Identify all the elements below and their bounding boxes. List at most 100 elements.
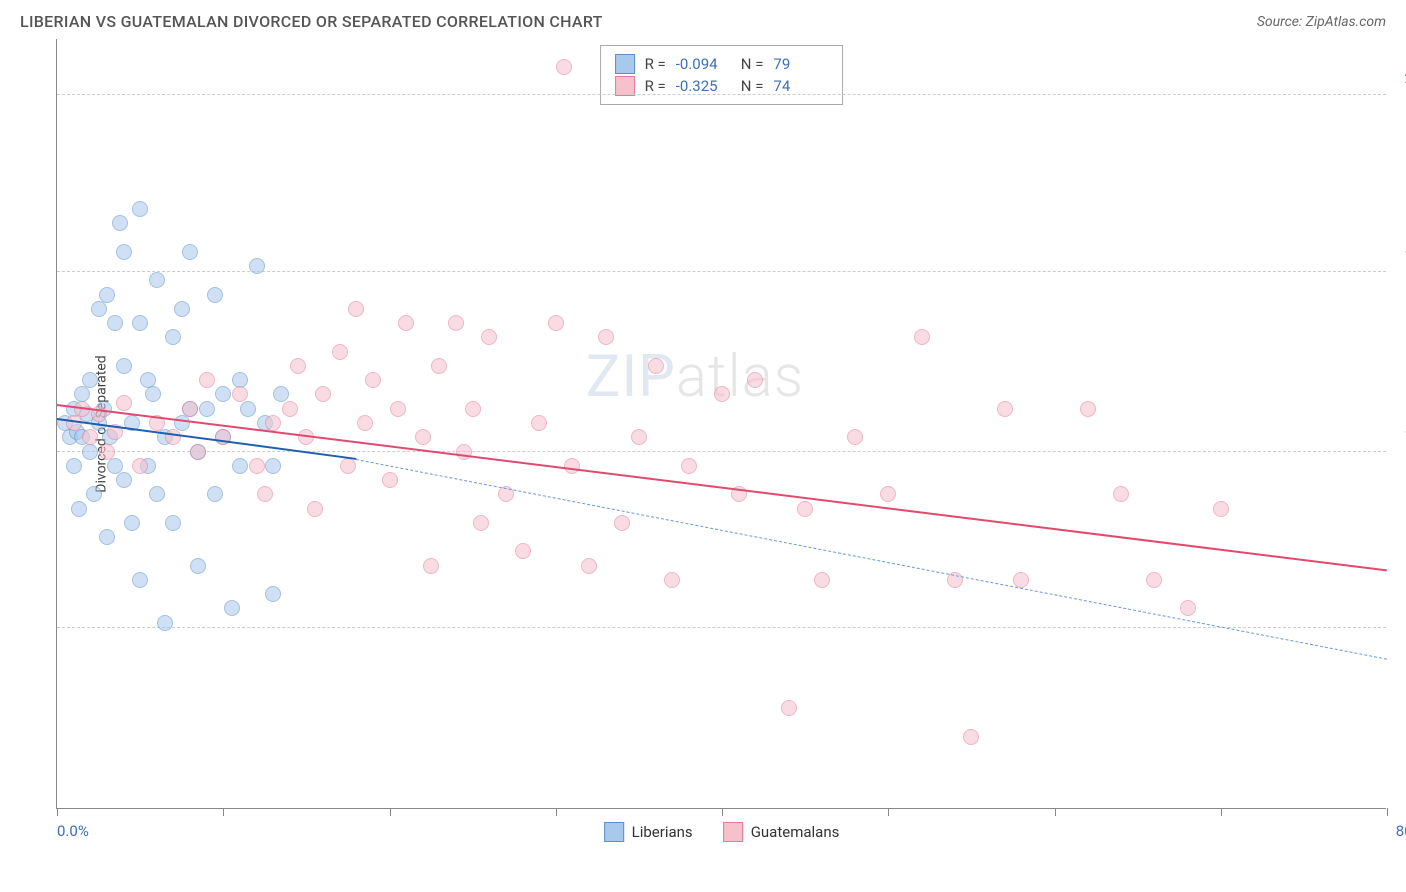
data-point — [880, 486, 896, 502]
data-point — [548, 315, 564, 331]
legend-item: Guatemalans — [723, 822, 840, 842]
data-point — [149, 272, 165, 288]
data-point — [357, 415, 373, 431]
data-point — [116, 358, 132, 374]
data-point — [107, 315, 123, 331]
r-value: -0.325 — [676, 77, 731, 95]
data-point — [99, 444, 115, 460]
data-point — [66, 458, 82, 474]
data-point — [631, 429, 647, 445]
legend-swatch — [604, 822, 624, 842]
data-point — [116, 244, 132, 260]
n-label: N = — [741, 55, 764, 73]
data-point — [814, 572, 830, 588]
series-swatch — [615, 54, 635, 74]
data-point — [82, 429, 98, 445]
data-point — [165, 515, 181, 531]
x-axis-max-label: 80.0% — [1396, 822, 1406, 840]
data-point — [190, 558, 206, 574]
data-point — [157, 615, 173, 631]
data-point — [431, 358, 447, 374]
data-point — [145, 386, 161, 402]
gridline — [57, 451, 1386, 452]
data-point — [124, 515, 140, 531]
data-point — [315, 386, 331, 402]
data-point — [963, 729, 979, 745]
data-point — [481, 329, 497, 345]
source-attribution: Source: ZipAtlas.com — [1257, 14, 1386, 30]
data-point — [997, 401, 1013, 417]
data-point — [165, 429, 181, 445]
data-point — [224, 600, 240, 616]
legend-item: Liberians — [604, 822, 693, 842]
data-point — [332, 344, 348, 360]
x-tick — [1055, 808, 1056, 816]
data-point — [232, 458, 248, 474]
data-point — [99, 287, 115, 303]
data-point — [914, 329, 930, 345]
data-point — [82, 372, 98, 388]
data-point — [282, 401, 298, 417]
chart-title: LIBERIAN VS GUATEMALAN DIVORCED OR SEPAR… — [20, 12, 603, 31]
legend-label: Guatemalans — [751, 823, 840, 841]
data-point — [448, 315, 464, 331]
data-point — [681, 458, 697, 474]
data-point — [99, 529, 115, 545]
legend-label: Liberians — [632, 823, 693, 841]
r-label: R = — [645, 77, 666, 95]
data-point — [1180, 600, 1196, 616]
data-point — [398, 315, 414, 331]
series-swatch — [615, 76, 635, 96]
trend-line — [356, 459, 1387, 660]
data-point — [465, 401, 481, 417]
data-point — [365, 372, 381, 388]
data-point — [1146, 572, 1162, 588]
data-point — [165, 329, 181, 345]
data-point — [781, 700, 797, 716]
data-point — [556, 59, 572, 75]
data-point — [207, 287, 223, 303]
data-point — [797, 501, 813, 517]
data-point — [240, 401, 256, 417]
x-tick — [722, 808, 723, 816]
data-point — [257, 486, 273, 502]
x-tick — [223, 808, 224, 816]
stats-legend-box: R =-0.094N =79R =-0.325N =74 — [600, 45, 844, 105]
data-point — [265, 415, 281, 431]
x-tick — [556, 808, 557, 816]
data-point — [747, 372, 763, 388]
x-axis-min-label: 0.0% — [57, 822, 89, 840]
data-point — [82, 444, 98, 460]
data-point — [531, 415, 547, 431]
series-legend: Liberians Guatemalans — [604, 822, 840, 842]
data-point — [174, 415, 190, 431]
data-point — [390, 401, 406, 417]
data-point — [199, 372, 215, 388]
data-point — [71, 501, 87, 517]
data-point — [382, 472, 398, 488]
x-tick — [1387, 808, 1388, 816]
data-point — [174, 301, 190, 317]
data-point — [340, 458, 356, 474]
data-point — [132, 572, 148, 588]
n-value: 79 — [773, 55, 828, 73]
n-value: 74 — [773, 77, 828, 95]
data-point — [116, 472, 132, 488]
data-point — [232, 386, 248, 402]
data-point — [515, 543, 531, 559]
data-point — [1080, 401, 1096, 417]
data-point — [199, 401, 215, 417]
data-point — [149, 486, 165, 502]
data-point — [249, 458, 265, 474]
data-point — [714, 386, 730, 402]
x-tick — [390, 808, 391, 816]
plot-area: Divorced or Separated ZIPatlas R =-0.094… — [56, 39, 1386, 809]
data-point — [91, 301, 107, 317]
chart-container: Divorced or Separated ZIPatlas R =-0.094… — [20, 39, 1386, 809]
data-point — [265, 586, 281, 602]
data-point — [132, 315, 148, 331]
data-point — [86, 486, 102, 502]
data-point — [290, 358, 306, 374]
legend-swatch — [723, 822, 743, 842]
data-point — [348, 301, 364, 317]
